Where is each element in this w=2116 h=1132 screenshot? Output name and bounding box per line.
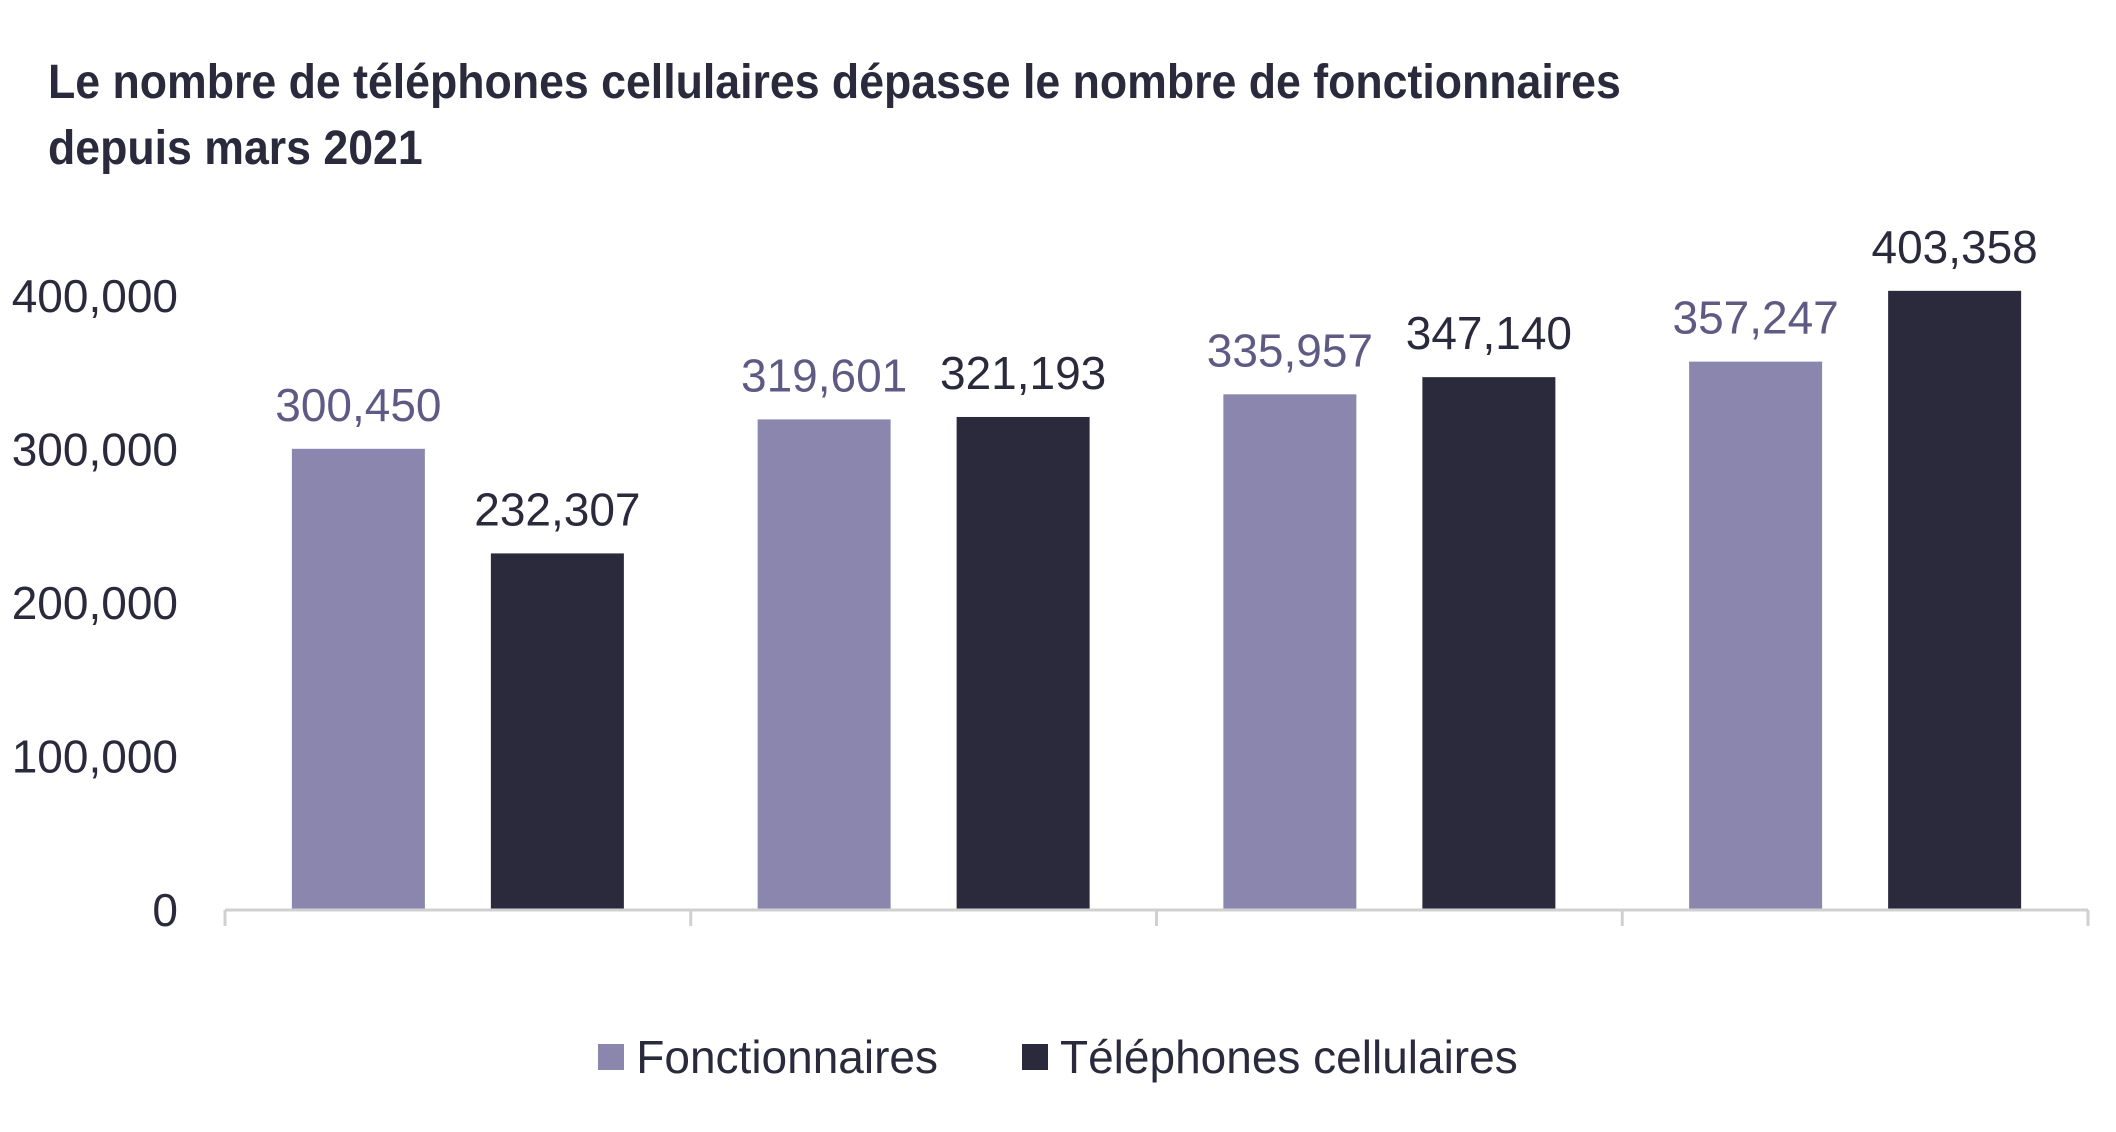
legend-item-telephones: Téléphones cellulaires [1022, 1030, 1518, 1084]
y-axis-tick-labels: 0 100,000 200,000 300,000 400,000 [12, 270, 178, 936]
bar [956, 416, 1090, 910]
legend-swatch-telephones [1022, 1044, 1048, 1070]
legend-item-fonctionnaires: Fonctionnaires [598, 1030, 938, 1084]
bar [1888, 290, 2022, 910]
data-label: 300,450 [275, 379, 441, 431]
bars [291, 290, 2022, 910]
y-tick-label: 100,000 [12, 731, 178, 783]
data-labels: 300,450 232,307 319,601 321,193 335,957 347,1… [275, 221, 2038, 536]
bar [1689, 361, 1823, 910]
bar [291, 448, 425, 910]
chart-title: Le nombre de téléphones cellulaires dépa… [48, 56, 1621, 175]
y-tick-label: 400,000 [12, 270, 178, 322]
data-label: 335,957 [1207, 324, 1373, 376]
bar [757, 419, 891, 910]
bar [1223, 394, 1357, 910]
data-label: 321,193 [940, 347, 1106, 399]
y-tick-label: 200,000 [12, 577, 178, 629]
legend-swatch-fonctionnaires [598, 1044, 625, 1070]
data-label: 357,247 [1672, 292, 1838, 344]
data-label: 403,358 [1871, 221, 2037, 273]
legend: Fonctionnaires Téléphones cellulaires [0, 1030, 2116, 1084]
bar [1422, 377, 1556, 910]
data-label: 347,140 [1406, 307, 1572, 359]
x-axis [223, 908, 2090, 926]
legend-label-fonctionnaires: Fonctionnaires [636, 1031, 938, 1083]
bar [490, 553, 624, 910]
legend-label-telephones: Téléphones cellulaires [1060, 1031, 1518, 1083]
y-tick-label: 300,000 [12, 424, 178, 476]
y-tick-label: 0 [152, 884, 178, 936]
data-label: 319,601 [741, 349, 907, 401]
data-label: 232,307 [474, 483, 640, 535]
